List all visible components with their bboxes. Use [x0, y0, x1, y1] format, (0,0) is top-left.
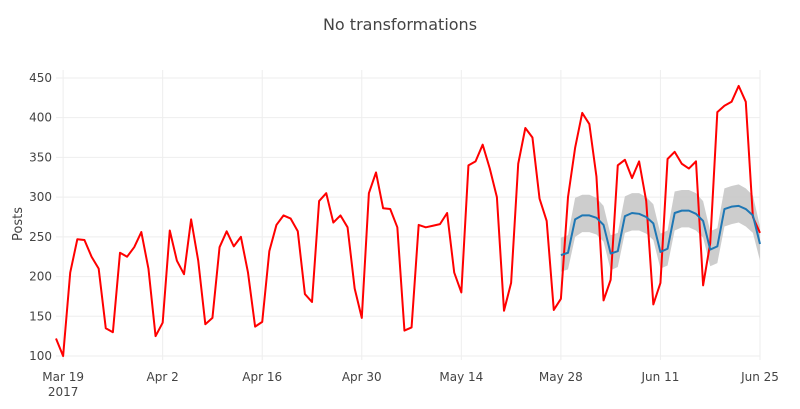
y-tick-label: 400 — [29, 111, 52, 125]
x-tick-year-label: 2017 — [48, 385, 79, 399]
x-tick-label: Apr 16 — [242, 370, 282, 384]
y-tick-label: 150 — [29, 309, 52, 323]
y-tick-label: 100 — [29, 349, 52, 363]
x-tick-label: Apr 30 — [342, 370, 382, 384]
x-tick-label: Jun 25 — [740, 370, 779, 384]
x-tick-label: May 28 — [539, 370, 583, 384]
forecast-line — [560, 204, 761, 257]
y-tick-label: 450 — [29, 71, 52, 85]
x-tick-label: Apr 2 — [147, 370, 179, 384]
series-line-layer — [55, 84, 761, 358]
actual-posts-line — [55, 84, 761, 358]
y-tick-label: 300 — [29, 190, 52, 204]
y-axis-label: Posts — [11, 207, 26, 241]
y-tick-label: 350 — [29, 150, 52, 164]
gridlines — [56, 70, 761, 360]
y-tick-label: 200 — [29, 270, 52, 284]
x-tick-label: Mar 19 — [42, 370, 84, 384]
x-tick-label: Jun 11 — [641, 370, 680, 384]
chart-title: No transformations — [323, 15, 477, 34]
x-tick-label: May 14 — [439, 370, 483, 384]
y-tick-label: 250 — [29, 230, 52, 244]
